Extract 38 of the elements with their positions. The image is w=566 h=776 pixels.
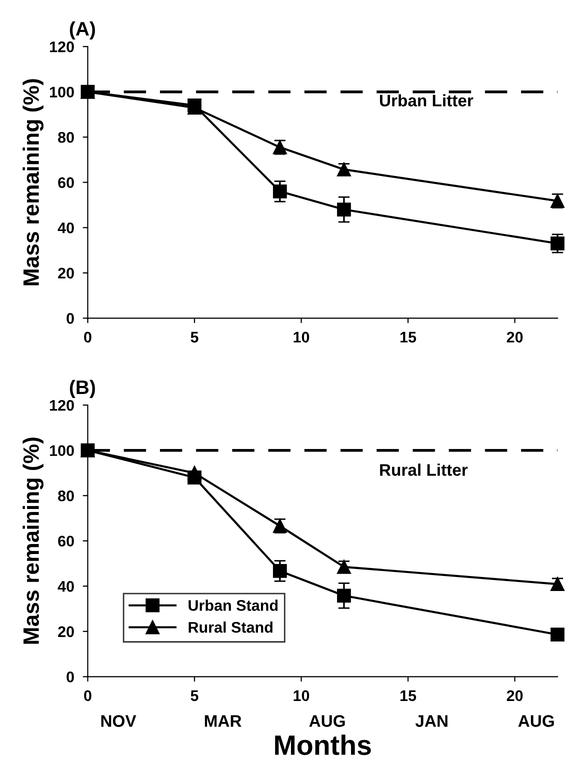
text: AUG	[518, 715, 554, 727]
y-tick-label: 60	[58, 177, 74, 188]
x-tick-label: 5	[190, 690, 198, 702]
x-tick-label: 15	[400, 332, 416, 343]
y-tick-label: 80	[58, 490, 74, 502]
y-tick-label: 40	[58, 581, 74, 592]
chart-title: (B)	[70, 380, 95, 398]
text: JAN	[415, 715, 448, 727]
annotation: Urban Litter	[380, 94, 474, 106]
chart-title: (A)	[70, 21, 95, 40]
y-tick-label: 20	[58, 626, 74, 638]
y-axis-title: Mass remaining (%)	[22, 438, 44, 644]
y-axis-title: Mass remaining (%)	[22, 79, 44, 286]
y-tick-label: 100	[50, 86, 74, 98]
y-tick-label: 80	[58, 132, 74, 143]
y-tick-label: 60	[58, 536, 74, 547]
x-tick-label: 20	[506, 690, 523, 702]
y-tick-label: 0	[66, 672, 74, 682]
x-tick-label: 5	[190, 332, 198, 343]
text: AUG	[309, 715, 345, 727]
annotation: Rural Litter	[380, 464, 468, 476]
legend-label: Urban Stand	[188, 600, 278, 611]
y-tick-label: 120	[50, 41, 74, 52]
x-tick-label: 20	[506, 332, 523, 343]
y-tick-label: 120	[50, 400, 74, 411]
text: NOV	[101, 715, 136, 727]
x-axis-title: Months	[275, 734, 371, 756]
x-tick-label: 10	[294, 332, 310, 343]
x-tick-label: 10	[294, 690, 310, 702]
x-tick-label: 0	[84, 332, 92, 343]
y-tick-label: 40	[58, 222, 74, 234]
text: MAR	[204, 715, 242, 727]
y-tick-label: 100	[50, 445, 74, 456]
legend-label: Rural Stand	[188, 622, 272, 633]
y-tick-label: 20	[58, 268, 74, 279]
x-tick-label: 15	[400, 690, 416, 702]
x-tick-label: 0	[84, 690, 92, 702]
y-tick-label: 0	[66, 313, 74, 324]
